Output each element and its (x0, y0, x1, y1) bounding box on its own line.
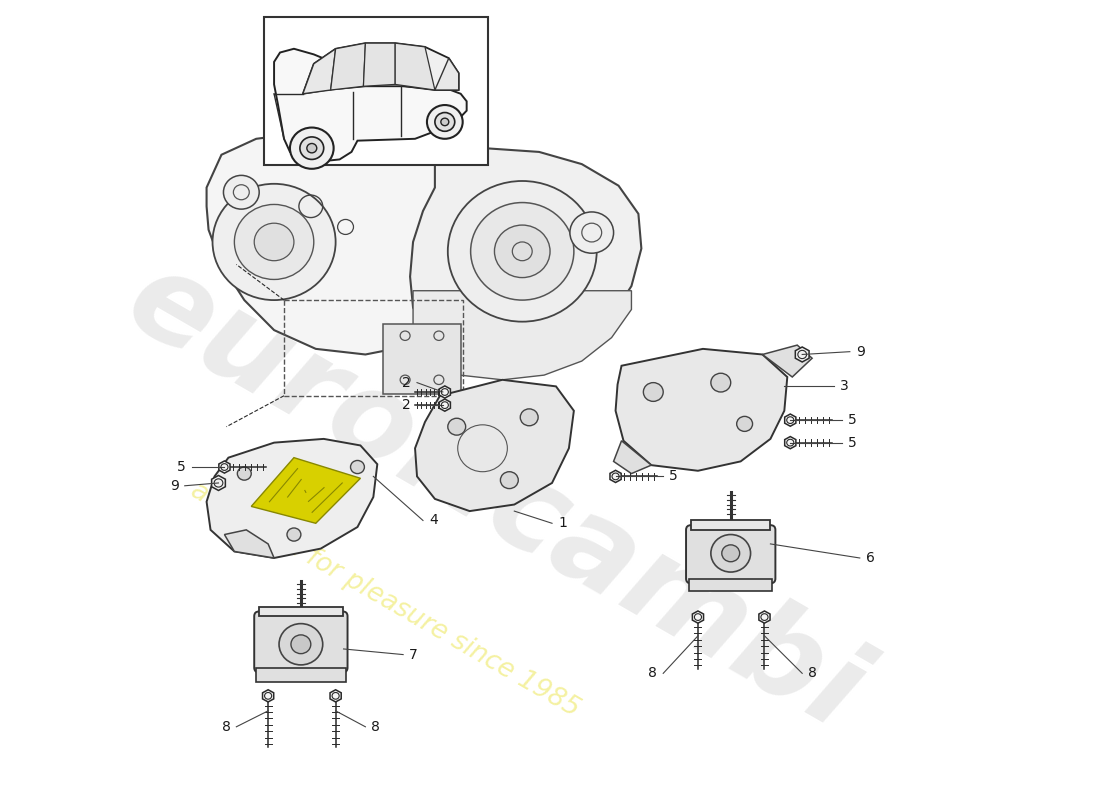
Circle shape (441, 118, 449, 126)
Text: 4: 4 (429, 514, 438, 527)
Circle shape (292, 635, 311, 654)
Polygon shape (302, 49, 336, 94)
Polygon shape (219, 461, 230, 473)
Polygon shape (274, 49, 466, 162)
Circle shape (737, 416, 752, 431)
Polygon shape (207, 133, 519, 354)
Polygon shape (256, 668, 345, 682)
Circle shape (254, 223, 294, 261)
FancyBboxPatch shape (254, 611, 348, 673)
Polygon shape (395, 43, 434, 90)
Circle shape (223, 175, 260, 209)
Polygon shape (795, 347, 810, 362)
Text: 9: 9 (169, 478, 179, 493)
Circle shape (711, 374, 730, 392)
Text: euroricambi: euroricambi (107, 239, 882, 754)
Polygon shape (689, 578, 772, 591)
Polygon shape (614, 441, 651, 474)
Polygon shape (363, 43, 395, 86)
Text: 8: 8 (808, 666, 817, 680)
Polygon shape (330, 690, 341, 702)
Circle shape (234, 205, 313, 279)
Polygon shape (415, 380, 574, 511)
Circle shape (434, 113, 454, 131)
Circle shape (238, 467, 251, 480)
Polygon shape (207, 439, 377, 558)
Circle shape (722, 545, 739, 562)
Circle shape (427, 105, 463, 138)
Circle shape (495, 225, 550, 278)
Text: 5: 5 (848, 436, 857, 450)
Polygon shape (692, 611, 704, 623)
Polygon shape (383, 323, 461, 394)
Polygon shape (762, 345, 812, 377)
Polygon shape (439, 386, 450, 398)
Text: 8: 8 (372, 720, 381, 734)
Circle shape (520, 409, 538, 426)
Circle shape (500, 472, 518, 489)
Circle shape (471, 202, 574, 300)
Polygon shape (302, 43, 459, 94)
Bar (264, 17, 487, 165)
Text: 5: 5 (669, 470, 678, 483)
Polygon shape (434, 58, 459, 90)
Circle shape (212, 184, 336, 300)
Polygon shape (260, 606, 342, 616)
Circle shape (351, 461, 364, 474)
Polygon shape (759, 611, 770, 623)
Circle shape (307, 143, 317, 153)
Circle shape (448, 181, 596, 322)
FancyBboxPatch shape (686, 525, 775, 583)
Text: 1: 1 (558, 516, 566, 530)
Circle shape (300, 137, 323, 159)
Polygon shape (331, 43, 365, 90)
Polygon shape (616, 349, 788, 470)
Text: a passion for pleasure since 1985: a passion for pleasure since 1985 (186, 478, 584, 722)
Circle shape (287, 528, 301, 541)
Text: 2: 2 (403, 376, 411, 390)
Circle shape (570, 212, 614, 254)
Circle shape (711, 534, 750, 572)
Polygon shape (784, 437, 796, 449)
Text: 9: 9 (856, 345, 865, 358)
Polygon shape (410, 148, 641, 358)
Circle shape (290, 127, 333, 169)
Circle shape (279, 624, 322, 665)
Text: 8: 8 (648, 666, 658, 680)
Polygon shape (251, 458, 361, 523)
Circle shape (448, 418, 465, 435)
Polygon shape (784, 414, 796, 426)
Polygon shape (224, 530, 274, 558)
Text: 7: 7 (409, 647, 418, 662)
Polygon shape (691, 521, 770, 530)
Polygon shape (610, 470, 621, 482)
Polygon shape (211, 475, 226, 490)
Text: 8: 8 (221, 720, 230, 734)
Circle shape (644, 382, 663, 402)
Polygon shape (414, 290, 631, 380)
Text: 5: 5 (177, 460, 186, 474)
Text: 2: 2 (403, 398, 411, 412)
Text: 3: 3 (840, 379, 849, 394)
Polygon shape (439, 399, 450, 411)
Polygon shape (263, 690, 274, 702)
Text: 5: 5 (848, 413, 857, 427)
Text: 6: 6 (866, 551, 874, 565)
Bar (284, 300, 463, 396)
